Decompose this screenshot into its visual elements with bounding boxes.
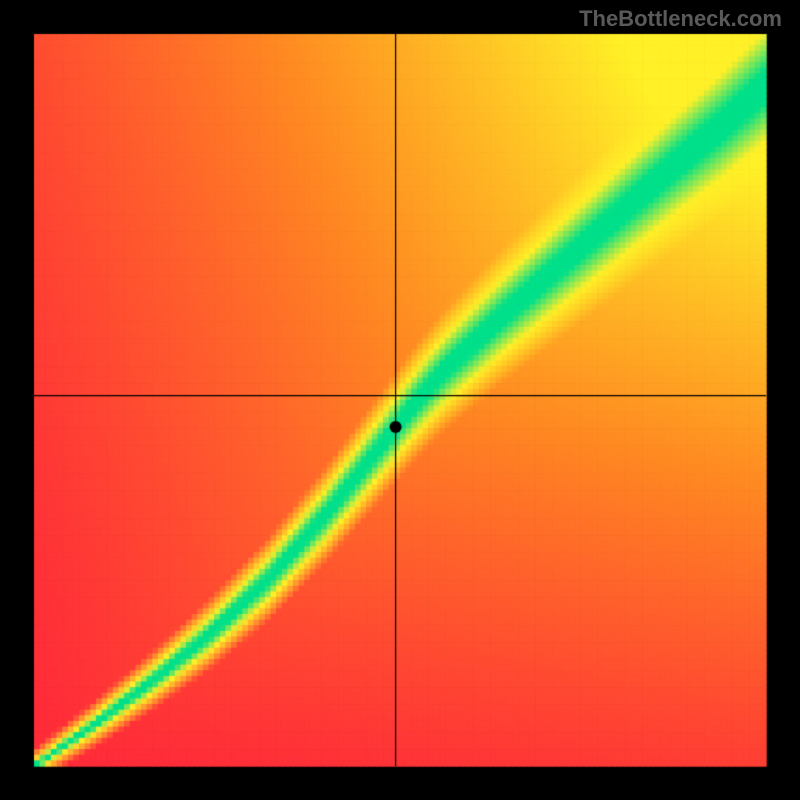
heatmap-canvas — [0, 0, 800, 800]
chart-container: TheBottleneck.com — [0, 0, 800, 800]
watermark-text: TheBottleneck.com — [579, 6, 782, 32]
